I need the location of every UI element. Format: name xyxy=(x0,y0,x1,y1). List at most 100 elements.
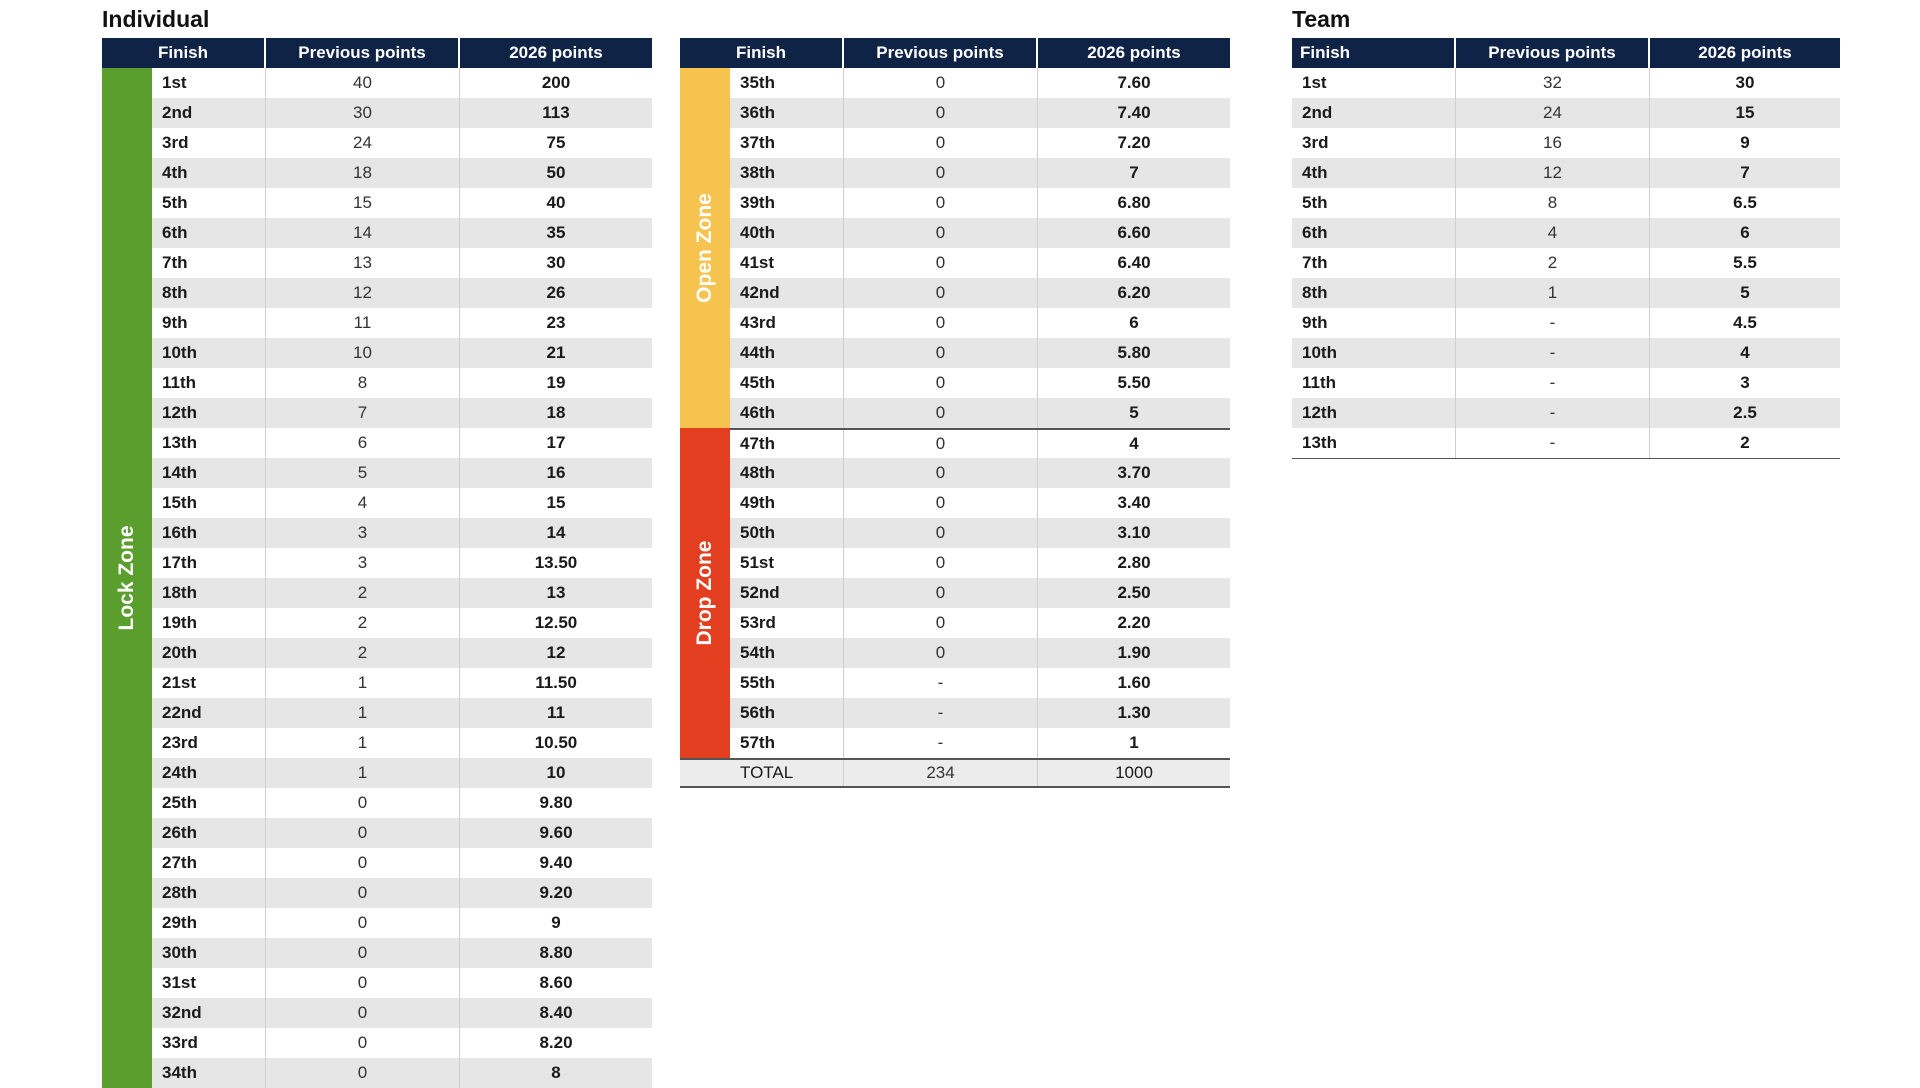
previous-points-cell: 0 xyxy=(844,518,1038,548)
table-row: 28th 0 9.20 xyxy=(152,878,652,908)
points-2026-cell: 4 xyxy=(1740,343,1750,362)
table-row: 25th 0 9.80 xyxy=(152,788,652,818)
points-2026-cell: 200 xyxy=(541,73,571,92)
finish-cell: 18th xyxy=(152,578,266,608)
finish-cell: 45th xyxy=(730,368,844,398)
header-previous-points: Previous points xyxy=(844,38,1038,68)
previous-points-cell: 10 xyxy=(266,338,460,368)
points-2026-cell: 21 xyxy=(546,343,566,362)
points-2026-cell: 2.50 xyxy=(1117,583,1151,602)
points-2026-cell: 5.80 xyxy=(1117,343,1151,362)
previous-points-cell: 0 xyxy=(844,68,1038,98)
previous-points-cell: - xyxy=(1456,308,1650,338)
points-2026-cell: 5 xyxy=(1740,283,1750,302)
previous-points-cell: 4 xyxy=(1456,218,1650,248)
finish-cell: 56th xyxy=(730,698,844,728)
previous-points-cell: 0 xyxy=(266,1058,460,1088)
previous-points-cell: 0 xyxy=(844,128,1038,158)
finish-cell: 23rd xyxy=(152,728,266,758)
points-2026-cell: 35 xyxy=(546,223,566,242)
finish-cell: 43rd xyxy=(730,308,844,338)
lock-zone-label: Lock Zone xyxy=(115,525,138,631)
points-2026-cell: 30 xyxy=(546,253,566,272)
table-row: 23rd 1 10.50 xyxy=(152,728,652,758)
points-2026-cell: 15 xyxy=(546,493,566,512)
table-row: 52nd 0 2.50 xyxy=(730,578,1230,608)
points-2026-cell: 6.60 xyxy=(1117,223,1151,242)
finish-cell: 10th xyxy=(152,338,266,368)
table-row: 13th 6 17 xyxy=(152,428,652,458)
table-row: 7th 2 5.5 xyxy=(1292,248,1840,278)
points-2026-cell: 3 xyxy=(1740,373,1750,392)
previous-points-cell: 12 xyxy=(1456,158,1650,188)
table-row: 11th 8 19 xyxy=(152,368,652,398)
finish-cell: 12th xyxy=(152,398,266,428)
finish-cell: 19th xyxy=(152,608,266,638)
points-2026-cell: 7.60 xyxy=(1117,73,1151,92)
header-previous-points: Previous points xyxy=(1456,38,1650,68)
points-2026-cell: 7 xyxy=(1740,163,1750,182)
previous-points-cell: 24 xyxy=(266,128,460,158)
points-2026-cell: 2.5 xyxy=(1733,403,1757,422)
finish-cell: 32nd xyxy=(152,998,266,1028)
previous-points-cell: 0 xyxy=(844,308,1038,338)
previous-points-cell: 0 xyxy=(844,218,1038,248)
points-2026-cell: 23 xyxy=(546,313,566,332)
points-2026-cell: 12.50 xyxy=(534,613,578,632)
previous-points-cell: 0 xyxy=(844,430,1038,458)
finish-cell: 6th xyxy=(1292,218,1456,248)
previous-points-cell: 0 xyxy=(844,578,1038,608)
table-row: 49th 0 3.40 xyxy=(730,488,1230,518)
header-previous-points: Previous points xyxy=(266,38,460,68)
finish-cell: 37th xyxy=(730,128,844,158)
points-2026-cell: 4.5 xyxy=(1733,313,1757,332)
header-finish: Finish xyxy=(102,38,266,68)
points-2026-cell: 11 xyxy=(547,703,565,722)
table-header: Finish Previous points 2026 points xyxy=(1292,38,1840,68)
header-2026-points: 2026 points xyxy=(509,43,603,62)
finish-cell: 26th xyxy=(152,818,266,848)
table-row: 48th 0 3.70 xyxy=(730,458,1230,488)
previous-points-cell: - xyxy=(844,728,1038,758)
points-2026-cell: 1.30 xyxy=(1117,703,1151,722)
table-row: 6th 4 6 xyxy=(1292,218,1840,248)
table-row: 24th 1 10 xyxy=(152,758,652,788)
table-row: 12th 7 18 xyxy=(152,398,652,428)
finish-cell: 40th xyxy=(730,218,844,248)
points-2026-cell: 1.90 xyxy=(1117,643,1151,662)
previous-points-cell: - xyxy=(1456,428,1650,458)
table-row: 54th 0 1.90 xyxy=(730,638,1230,668)
previous-points-cell: - xyxy=(844,698,1038,728)
points-2026-cell: 19 xyxy=(546,373,566,392)
points-2026-cell: 10 xyxy=(546,763,566,782)
table-row: 2nd 30 113 xyxy=(152,98,652,128)
rows: 35th 0 7.60 36th 0 7.40 37th 0 7.20 38th 0 7 39th 0 6.… xyxy=(730,68,1230,758)
finish-cell: 7th xyxy=(1292,248,1456,278)
previous-points-cell: 15 xyxy=(266,188,460,218)
finish-cell: 30th xyxy=(152,938,266,968)
points-2026-cell: 13 xyxy=(546,583,566,602)
previous-points-cell: 3 xyxy=(266,518,460,548)
previous-points-cell: 7 xyxy=(266,398,460,428)
finish-cell: 31st xyxy=(152,968,266,998)
points-2026-cell: 4 xyxy=(1129,434,1139,453)
table-row: 8th 1 5 xyxy=(1292,278,1840,308)
points-2026-cell: 5.5 xyxy=(1733,253,1757,272)
previous-points-cell: 0 xyxy=(844,368,1038,398)
total-2026: 1000 xyxy=(1115,763,1153,782)
table-row: 6th 14 35 xyxy=(152,218,652,248)
finish-cell: 25th xyxy=(152,788,266,818)
finish-cell: 15th xyxy=(152,488,266,518)
finish-cell: 49th xyxy=(730,488,844,518)
drop-zone: Drop Zone xyxy=(680,428,730,758)
individual-table-top: Finish Previous points 2026 points Lock … xyxy=(102,38,652,1088)
finish-cell: 8th xyxy=(1292,278,1456,308)
header-finish: Finish xyxy=(1292,38,1456,68)
table-row: 12th - 2.5 xyxy=(1292,398,1840,428)
rows: 1st 32 30 2nd 24 15 3rd 16 9 4th 12 7 5th 8 6.5 6th 4 6 7t… xyxy=(1292,68,1840,459)
finish-cell: 48th xyxy=(730,458,844,488)
table-row: 50th 0 3.10 xyxy=(730,518,1230,548)
points-2026-cell: 5.50 xyxy=(1117,373,1151,392)
previous-points-cell: 0 xyxy=(844,638,1038,668)
lock-zone: Lock Zone xyxy=(102,68,152,1088)
